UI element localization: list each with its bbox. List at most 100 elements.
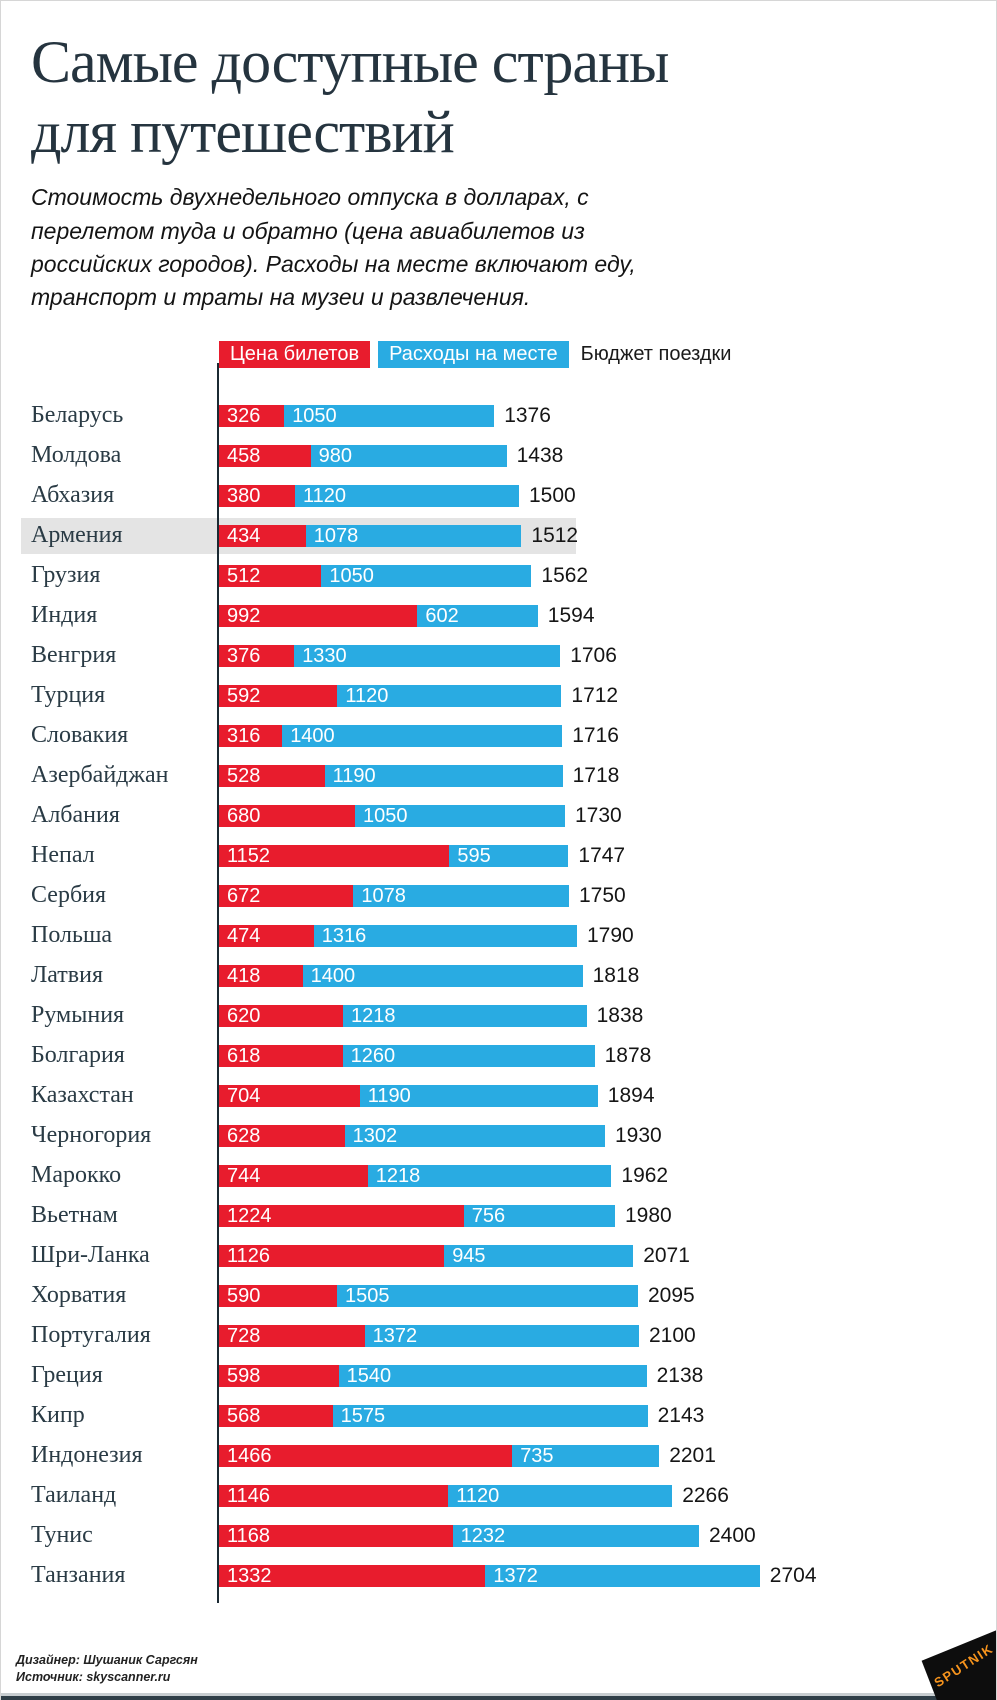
country-label: Индия bbox=[31, 602, 98, 629]
tickets-value: 434 bbox=[227, 524, 261, 547]
total-value: 1706 bbox=[570, 643, 617, 667]
onsite-segment: 1232 bbox=[452, 1524, 699, 1547]
tickets-segment: 458 bbox=[219, 444, 311, 467]
total-value: 1818 bbox=[592, 963, 640, 987]
bar-area: 992 602 1594 bbox=[219, 603, 595, 627]
onsite-value: 1575 bbox=[340, 1404, 386, 1427]
chart-row: Албания 680 1050 1730 bbox=[1, 796, 996, 836]
country-label: Армения bbox=[31, 522, 123, 549]
onsite-value: 1120 bbox=[456, 1484, 500, 1507]
legend-budget-label: Бюджет поездки bbox=[580, 342, 732, 365]
country-label: Таиланд bbox=[31, 1482, 117, 1509]
bar-area: 380 1120 1500 bbox=[219, 483, 576, 507]
bar-area: 458 980 1438 bbox=[219, 443, 564, 467]
onsite-value: 1316 bbox=[321, 924, 367, 947]
total-value: 1376 bbox=[504, 403, 551, 427]
onsite-value: 1078 bbox=[313, 524, 359, 547]
chart-row: Беларусь 326 1050 1376 bbox=[1, 396, 996, 436]
source-credit: Источник: skyscanner.ru bbox=[16, 1670, 171, 1685]
chart-row: Греция 598 1540 2138 bbox=[1, 1356, 996, 1396]
tickets-value: 568 bbox=[227, 1404, 261, 1427]
onsite-value: 735 bbox=[520, 1444, 554, 1467]
country-label: Шри-Ланка bbox=[31, 1242, 150, 1269]
onsite-value: 1260 bbox=[350, 1044, 396, 1067]
total-value: 1730 bbox=[575, 803, 622, 827]
country-label: Албания bbox=[31, 802, 120, 829]
onsite-segment: 980 bbox=[310, 444, 507, 467]
chart-row: Индонезия 1466 735 2201 bbox=[1, 1436, 996, 1476]
chart-row: Латвия 418 1400 1818 bbox=[1, 956, 996, 996]
onsite-value: 1400 bbox=[310, 964, 356, 987]
legend-tickets-chip: Цена билетов bbox=[219, 340, 371, 368]
tickets-value: 376 bbox=[227, 644, 261, 667]
legend-onsite-chip: Расходы на месте bbox=[378, 340, 569, 368]
tickets-value: 528 bbox=[227, 764, 261, 787]
total-value: 2138 bbox=[656, 1363, 704, 1387]
country-label: Абхазия bbox=[31, 482, 115, 509]
total-value: 1500 bbox=[529, 483, 576, 507]
tickets-value: 474 bbox=[227, 924, 261, 947]
bar-area: 434 1078 1512 bbox=[219, 524, 578, 547]
tickets-segment: 528 bbox=[219, 764, 325, 787]
tickets-segment: 326 bbox=[219, 404, 285, 427]
tickets-segment: 992 bbox=[219, 604, 418, 627]
total-value: 1438 bbox=[516, 443, 564, 467]
chart-row: Венгрия 376 1330 1706 bbox=[1, 636, 996, 676]
country-label: Болгария bbox=[31, 1042, 125, 1069]
total-value: 1562 bbox=[541, 563, 589, 587]
chart-row: Марокко 744 1218 1962 bbox=[1, 1156, 996, 1196]
country-label: Венгрия bbox=[31, 642, 117, 669]
onsite-segment: 1260 bbox=[342, 1044, 595, 1067]
onsite-segment: 1078 bbox=[353, 884, 569, 907]
onsite-value: 1540 bbox=[346, 1364, 392, 1387]
total-value: 2400 bbox=[708, 1523, 756, 1547]
tickets-value: 1126 bbox=[227, 1244, 271, 1267]
tickets-segment: 744 bbox=[219, 1164, 368, 1187]
chart-row: Тунис 1168 1232 2400 bbox=[1, 1516, 996, 1556]
chart-row: Танзания 1332 1372 2704 bbox=[1, 1556, 996, 1596]
onsite-segment: 595 bbox=[449, 844, 569, 867]
onsite-value: 1190 bbox=[332, 764, 376, 787]
onsite-value: 756 bbox=[471, 1204, 506, 1227]
onsite-value: 1372 bbox=[372, 1324, 418, 1347]
bar-area: 528 1190 1718 bbox=[219, 764, 619, 787]
total-value: 1747 bbox=[578, 843, 626, 867]
tickets-segment: 1332 bbox=[219, 1564, 486, 1587]
total-value: 1878 bbox=[604, 1043, 652, 1067]
chart-row: Болгария 618 1260 1878 bbox=[1, 1036, 996, 1076]
country-label: Марокко bbox=[31, 1162, 122, 1189]
onsite-value: 1372 bbox=[493, 1564, 538, 1587]
total-value: 1790 bbox=[586, 923, 634, 947]
tickets-segment: 620 bbox=[219, 1004, 343, 1027]
tickets-segment: 704 bbox=[219, 1084, 360, 1107]
tickets-value: 1332 bbox=[227, 1564, 272, 1587]
total-value: 1838 bbox=[596, 1003, 644, 1027]
bar-area: 1224 756 1980 bbox=[219, 1204, 672, 1227]
legend: Цена билетов Расходы на месте Бюджет пое… bbox=[219, 340, 996, 368]
onsite-value: 945 bbox=[452, 1244, 486, 1267]
bar-area: 672 1078 1750 bbox=[219, 884, 626, 907]
onsite-segment: 1190 bbox=[324, 764, 563, 787]
chart-row: Молдова 458 980 1438 bbox=[1, 436, 996, 476]
tickets-segment: 592 bbox=[219, 684, 338, 707]
onsite-segment: 1120 bbox=[448, 1484, 673, 1507]
total-value: 1594 bbox=[547, 603, 595, 627]
tickets-value: 512 bbox=[227, 564, 261, 587]
total-value: 2095 bbox=[648, 1283, 695, 1307]
onsite-value: 1330 bbox=[302, 644, 347, 667]
onsite-segment: 1190 bbox=[359, 1084, 598, 1107]
onsite-value: 1218 bbox=[351, 1004, 396, 1027]
total-value: 2143 bbox=[657, 1403, 705, 1427]
onsite-segment: 1575 bbox=[332, 1404, 648, 1427]
bar-area: 1126 945 2071 bbox=[219, 1244, 690, 1267]
bar-area: 474 1316 1790 bbox=[219, 923, 634, 947]
tickets-value: 592 bbox=[227, 684, 261, 707]
onsite-segment: 1050 bbox=[321, 564, 532, 587]
chart-row: Черногория 628 1302 1930 bbox=[1, 1116, 996, 1156]
onsite-segment: 1050 bbox=[284, 404, 495, 427]
tickets-segment: 598 bbox=[219, 1364, 339, 1387]
bar-area: 316 1400 1716 bbox=[219, 724, 619, 747]
onsite-value: 1120 bbox=[303, 484, 347, 507]
chart-row: Вьетнам 1224 756 1980 bbox=[1, 1196, 996, 1236]
bar-area: 376 1330 1706 bbox=[219, 643, 617, 667]
